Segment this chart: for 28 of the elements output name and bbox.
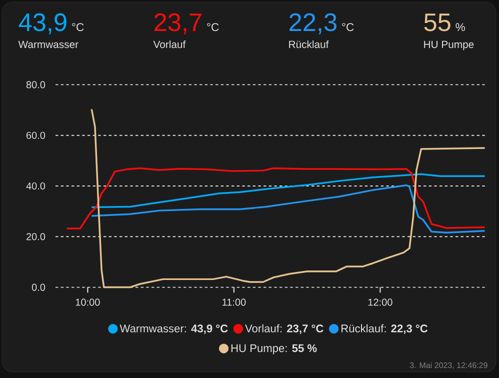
x-tick-label: 10:00 [76, 298, 100, 306]
text: 3. Mai 2023, 12:46:29 [410, 362, 488, 370]
line-series [66, 167, 486, 230]
y-tick-label: 20.0 [26, 233, 46, 240]
text: Vorlauf [153, 40, 186, 48]
text: 55 [424, 14, 450, 32]
legend-label: HU Pumpe: 55 % [231, 344, 317, 354]
text: HU Pumpe [424, 40, 474, 50]
line-series [90, 173, 486, 208]
y-tick-label: 40.0 [26, 182, 46, 190]
x-tick-label: 11:00 [222, 298, 246, 306]
text: 43,9 [18, 13, 66, 34]
text: 22,3 [290, 13, 336, 34]
text: Warmwasser [18, 40, 78, 48]
legend-label: Warmwasser: 43,9 °C [120, 324, 228, 334]
line-series [90, 184, 486, 234]
y-tick-label: 80.0 [26, 81, 46, 88]
x-tick-label: 12:00 [368, 298, 392, 306]
legend-label: Vorlauf: 23,7 °C [245, 324, 324, 334]
text: °C [72, 23, 84, 32]
y-tick-label: 60.0 [26, 132, 46, 139]
text: °C [207, 23, 219, 32]
legend-label: Rücklauf: 22,3 °C [342, 324, 428, 334]
text: Rücklauf [289, 40, 329, 48]
text: °C [342, 23, 354, 32]
text: 23,7 [154, 13, 202, 34]
text: % [456, 23, 465, 32]
y-tick-label: 0.0 [32, 284, 46, 291]
